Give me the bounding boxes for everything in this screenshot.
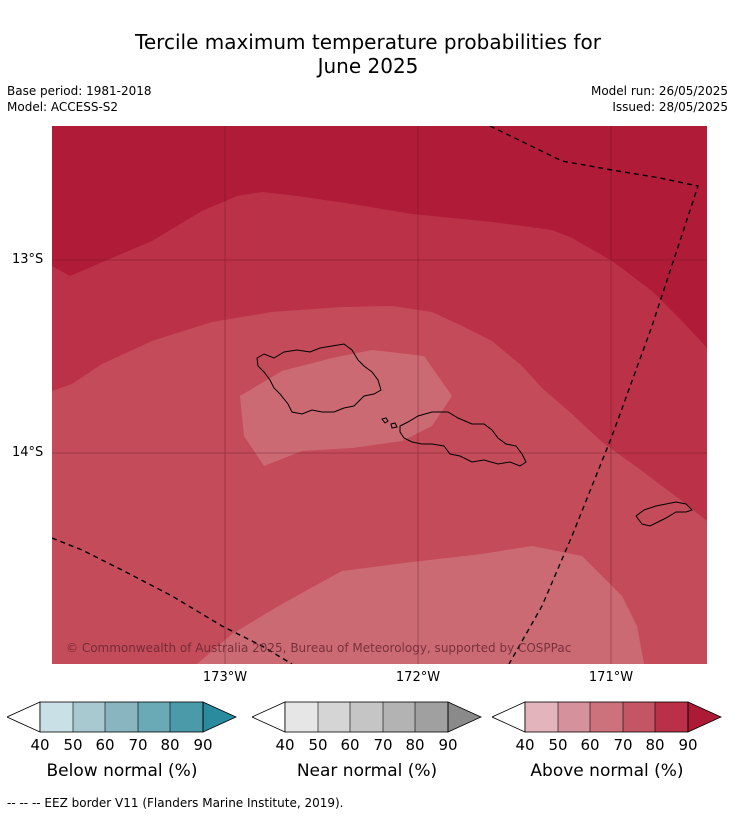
colorbar-near-label: Near normal (%) (296, 761, 438, 781)
copyright-text: © Commonwealth of Australia 2025, Bureau… (66, 641, 572, 655)
eez-footnote: -- -- -- EEZ border V11 (Flanders Marine… (7, 796, 344, 810)
islands-outline (256, 343, 693, 527)
tick: 70 (613, 736, 633, 754)
meta-right: Model run: 26/05/2025 Issued: 28/05/2025 (591, 83, 728, 115)
lon-label-173w: 173°W (202, 670, 248, 685)
tick: 40 (515, 736, 535, 754)
colorbar-below-svg (6, 701, 237, 733)
lon-label-171w: 171°W (588, 670, 634, 685)
map-panel[interactable] (52, 126, 707, 664)
lat-label-14s: 14°S (12, 445, 44, 460)
island-savaii (256, 343, 382, 415)
tick: 70 (128, 736, 148, 754)
tick: 50 (548, 736, 568, 754)
colorbar-near-svg (251, 701, 482, 733)
tick: 50 (308, 736, 328, 754)
lat-label-13s: 13°S (12, 252, 44, 267)
lon-label-172w: 172°W (395, 670, 441, 685)
tick: 60 (340, 736, 360, 754)
tick: 60 (95, 736, 115, 754)
tick: 50 (63, 736, 83, 754)
tick: 70 (373, 736, 393, 754)
island-tutuila (635, 501, 693, 527)
tick: 90 (438, 736, 458, 754)
tick: 40 (30, 736, 50, 754)
island-small (381, 417, 389, 424)
tick: 60 (580, 736, 600, 754)
tick: 80 (160, 736, 180, 754)
colorbar-below-label: Below normal (%) (46, 761, 198, 781)
region-above-60-south (197, 546, 644, 664)
island-upolu (399, 411, 527, 467)
tick: 80 (645, 736, 665, 754)
model-name: Model: ACCESS-S2 (7, 100, 119, 114)
map-svg (52, 126, 707, 664)
colorbar-above (491, 700, 722, 738)
tick: 90 (193, 736, 213, 754)
base-period: Base period: 1981-2018 (7, 84, 152, 98)
colorbar-near (251, 700, 482, 738)
map-title: Tercile maximum temperature probabilitie… (0, 30, 736, 78)
eez-border (52, 126, 699, 664)
title-line-1: Tercile maximum temperature probabilitie… (135, 30, 601, 54)
tick: 80 (405, 736, 425, 754)
tick: 40 (275, 736, 295, 754)
colorbar-below (6, 700, 237, 738)
graticule (52, 126, 707, 664)
tick: 90 (678, 736, 698, 754)
island-small-2 (390, 422, 398, 429)
meta-left: Base period: 1981-2018 Model: ACCESS-S2 (7, 83, 152, 115)
model-run: Model run: 26/05/2025 (590, 84, 728, 98)
title-line-2: June 2025 (317, 54, 419, 78)
colorbar-above-svg (491, 701, 722, 733)
colorbar-above-label: Above normal (%) (530, 761, 684, 781)
issued-date: Issued: 28/05/2025 (612, 100, 728, 114)
